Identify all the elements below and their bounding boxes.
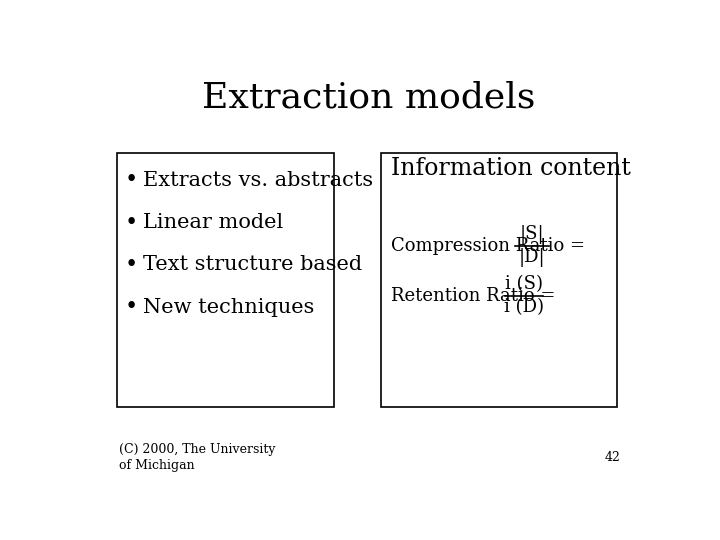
Text: Extracts vs. abstracts: Extracts vs. abstracts [143, 171, 374, 190]
Text: |S|: |S| [519, 225, 544, 244]
Text: Compression Ratio =: Compression Ratio = [392, 237, 585, 255]
Text: (C) 2000, The University
of Michigan: (C) 2000, The University of Michigan [120, 442, 276, 472]
Text: •: • [125, 212, 138, 234]
Text: •: • [125, 254, 138, 276]
Text: Extraction models: Extraction models [202, 80, 536, 114]
Text: 42: 42 [605, 451, 621, 464]
Text: Information content: Information content [392, 157, 631, 180]
Text: i (D): i (D) [504, 298, 544, 316]
FancyBboxPatch shape [381, 153, 617, 408]
Text: New techniques: New techniques [143, 298, 315, 317]
Text: i (S): i (S) [505, 275, 543, 293]
FancyBboxPatch shape [117, 153, 334, 408]
Text: Retention Ratio =: Retention Ratio = [392, 287, 556, 305]
Text: Linear model: Linear model [143, 213, 284, 232]
Text: |D|: |D| [518, 248, 545, 267]
Text: Text structure based: Text structure based [143, 255, 363, 274]
Text: •: • [125, 296, 138, 319]
Text: •: • [125, 170, 138, 191]
